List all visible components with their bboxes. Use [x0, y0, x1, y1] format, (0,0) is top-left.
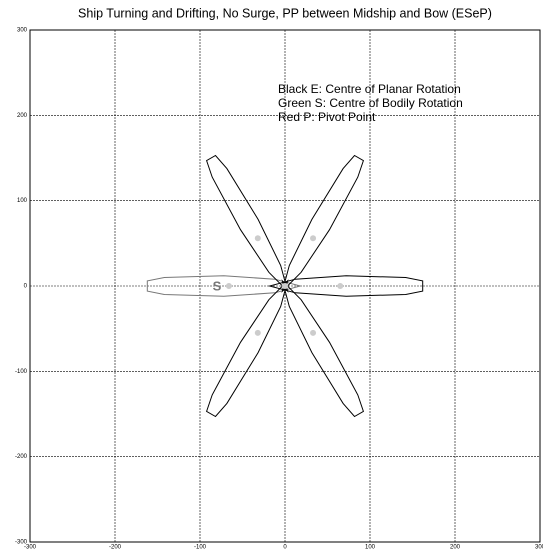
x-tick-label: -300	[24, 545, 37, 551]
x-tick-label: 300	[535, 545, 543, 551]
point	[254, 329, 261, 336]
y-tick-label: -100	[15, 369, 28, 375]
x-tick-label: -200	[109, 545, 122, 551]
x-tick-label: 200	[450, 545, 461, 551]
y-tick-label: 300	[17, 28, 28, 34]
x-tick-label: -100	[194, 545, 207, 551]
y-tick-label: 200	[17, 113, 28, 119]
ship-hull	[146, 275, 303, 297]
annotation: Red P: Pivot Point	[278, 110, 376, 124]
y-tick-label: 100	[17, 198, 28, 204]
annotation: Green S: Centre of Bodily Rotation	[278, 96, 463, 110]
x-tick-label: 0	[283, 545, 287, 551]
point	[225, 283, 232, 289]
y-tick-label: -200	[15, 454, 28, 460]
point	[310, 329, 317, 336]
ship-hull	[205, 279, 289, 418]
point	[337, 283, 344, 289]
point	[254, 235, 261, 242]
marker-label: S	[213, 278, 222, 293]
ship-hull	[281, 279, 365, 418]
ship-hull	[267, 275, 424, 297]
chart-title: Ship Turning and Drifting, No Surge, PP …	[78, 6, 492, 20]
ship-hull	[205, 154, 289, 293]
y-tick-label: -300	[15, 540, 28, 546]
x-tick-label: 100	[365, 545, 376, 551]
ship-hull	[281, 154, 365, 293]
annotation: Black E: Centre of Planar Rotation	[278, 82, 461, 96]
y-tick-label: 0	[24, 284, 28, 290]
point	[310, 235, 317, 242]
point	[282, 283, 288, 289]
